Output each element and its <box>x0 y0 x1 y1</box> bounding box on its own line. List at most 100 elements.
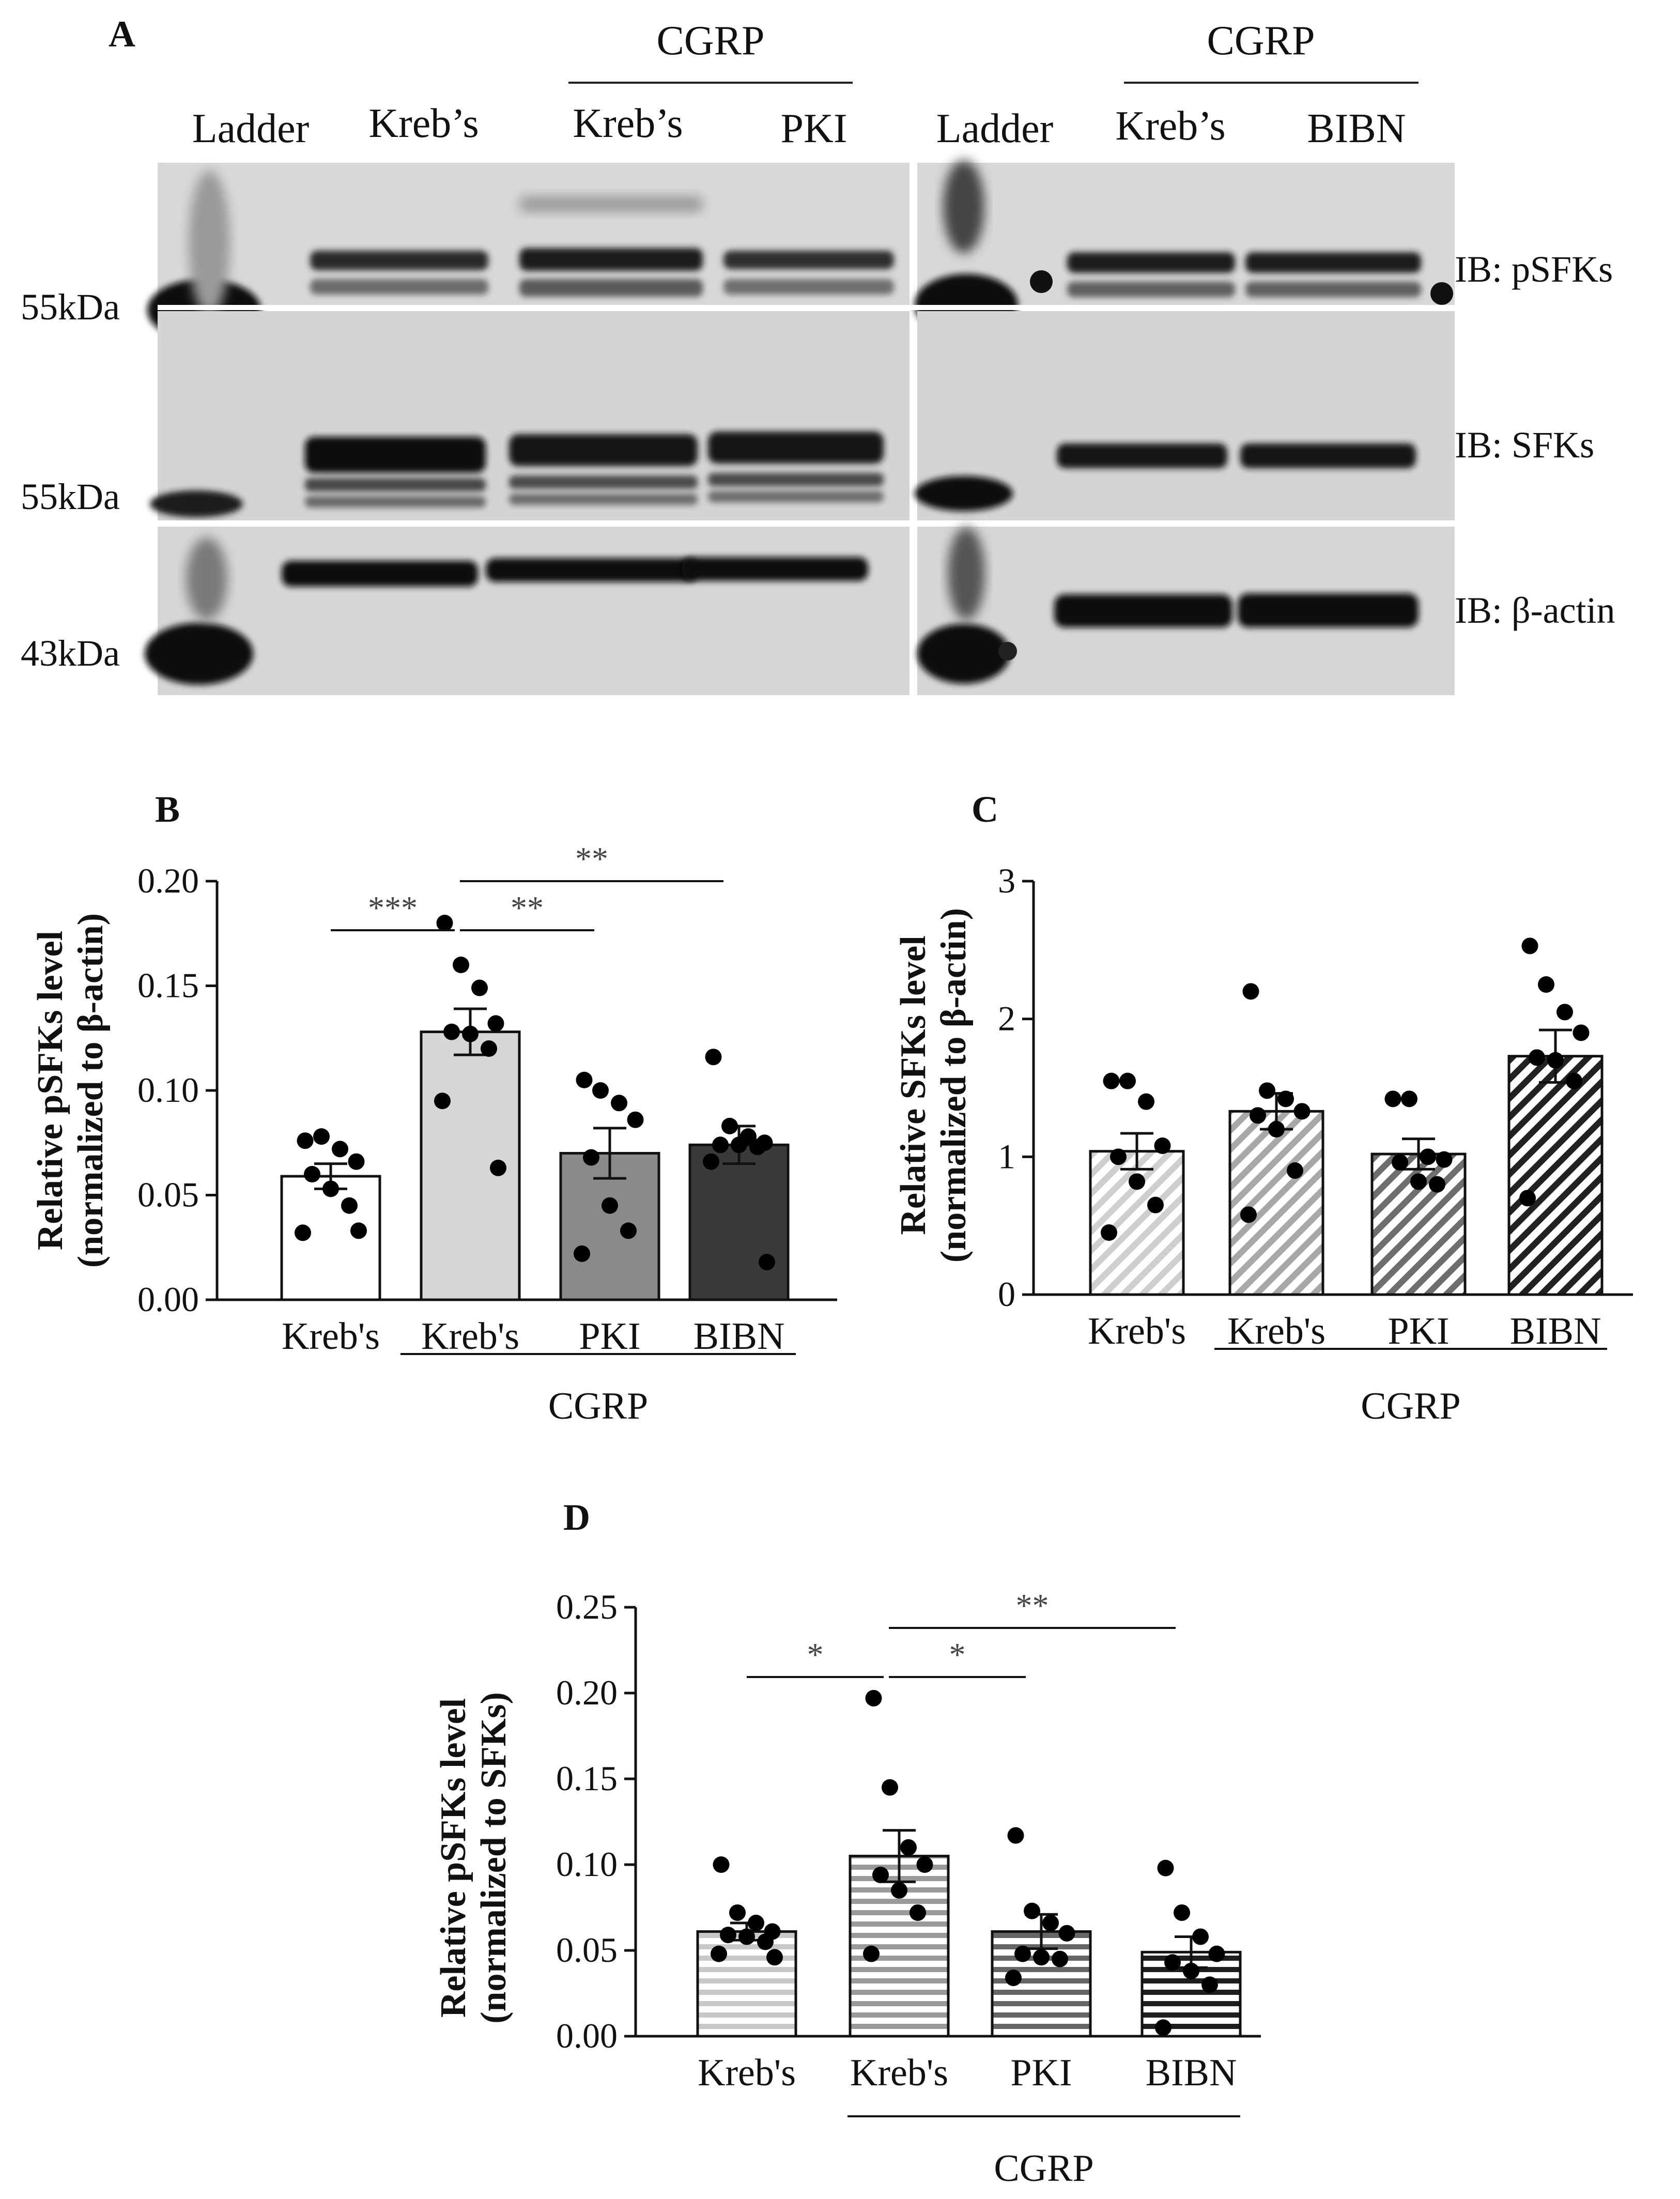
data-point <box>627 1111 644 1128</box>
panel-b-ylabel-line2: (normalized to β-actin) <box>71 913 111 1268</box>
data-point <box>1293 1103 1311 1120</box>
ib-label-SFKs: IB: SFKs <box>1455 424 1594 466</box>
data-point <box>1052 1950 1068 1967</box>
data-point <box>1573 1024 1590 1041</box>
lane-ladder-right: Ladder <box>936 106 1054 151</box>
data-point <box>748 1914 764 1931</box>
panel-c-ylabel-line1: Relative SFKs level <box>893 935 933 1235</box>
panel-b-letter: B <box>155 789 180 830</box>
y-tick-label: 0.20 <box>556 1673 618 1712</box>
lane-krebs-left: Kreb’s <box>368 101 479 146</box>
data-point <box>1401 1090 1417 1108</box>
data-point <box>1268 1121 1285 1137</box>
data-point <box>1014 1945 1031 1962</box>
bar <box>688 1143 790 1301</box>
data-point <box>757 1933 774 1950</box>
data-point <box>620 1222 637 1239</box>
panel-b-plot: 0.00 0.05 0.10 0.15 0.20 Kreb's Kreb's PKI BIBN C… <box>137 840 837 1427</box>
data-point <box>891 1882 907 1899</box>
y-tick-label: 0.05 <box>137 1175 199 1214</box>
data-point <box>1392 1154 1408 1171</box>
data-point <box>1164 1954 1181 1971</box>
lane-cgrp-krebs-left: Kreb’s <box>573 101 683 146</box>
panel-c-ylabel-line2: (normalized to β-actin) <box>934 908 974 1263</box>
ib-label-pSFKs: IB: pSFKs <box>1455 249 1613 290</box>
data-point <box>1538 976 1554 993</box>
data-point <box>1519 1190 1536 1207</box>
data-point <box>436 915 453 931</box>
data-point <box>863 1945 880 1962</box>
data-point <box>766 1949 783 1966</box>
data-point <box>1138 1093 1154 1110</box>
x-category-label: Kreb's <box>282 1315 380 1358</box>
data-point <box>313 1128 330 1145</box>
data-point <box>865 1689 882 1706</box>
data-point <box>574 1245 590 1262</box>
data-point <box>443 1023 460 1040</box>
data-point <box>348 1153 365 1170</box>
data-point <box>1103 1072 1120 1089</box>
data-point <box>487 1015 504 1032</box>
blot-SFKs <box>150 311 1455 520</box>
data-point <box>1174 1904 1190 1921</box>
cgrp-header-right: CGRP <box>1207 18 1315 64</box>
data-point <box>611 1095 627 1112</box>
data-point <box>712 1136 729 1154</box>
data-point <box>1042 1914 1059 1931</box>
data-point <box>1529 1049 1545 1066</box>
data-point <box>453 957 469 973</box>
y-tick-label: 0.05 <box>556 1930 618 1970</box>
data-point <box>304 1166 320 1182</box>
significance-stars: *** <box>368 889 418 926</box>
data-point <box>1201 1976 1218 1993</box>
cgrp-header-left: CGRP <box>657 18 765 64</box>
data-point <box>1259 1082 1275 1099</box>
data-point <box>1157 1859 1174 1877</box>
x-category-label: Kreb's <box>850 2052 948 2094</box>
panel-d: D Relative pSFKs level (normalized to SF… <box>434 1497 1261 2190</box>
x-category-label: PKI <box>1010 2052 1072 2094</box>
panel-c-ylabel: Relative SFKs level (normalized to β-act… <box>893 908 974 1263</box>
data-point <box>1110 1148 1127 1165</box>
lane-cgrp-krebs-right: Kreb’s <box>1115 103 1225 149</box>
data-point <box>1420 1148 1436 1165</box>
significance-stars: ** <box>511 889 544 926</box>
data-point <box>295 1224 311 1241</box>
bar <box>1089 1150 1185 1296</box>
data-point <box>703 1153 719 1170</box>
x-category-label: Kreb's <box>1088 1310 1186 1352</box>
data-point <box>576 1071 593 1088</box>
lane-ladder-left: Ladder <box>192 106 310 151</box>
data-point <box>711 1945 727 1962</box>
data-point <box>490 1159 506 1176</box>
data-point <box>1058 1925 1075 1942</box>
x-category-label: PKI <box>1388 1310 1449 1352</box>
data-point <box>1384 1090 1401 1108</box>
data-point <box>1436 1151 1453 1168</box>
data-point <box>1192 1928 1209 1945</box>
lane-cgrp-bibn: BIBN <box>1307 106 1406 151</box>
panel-a: A CGRP CGRP Ladder Kreb’s Kreb’s PKI Lad… <box>21 13 1615 695</box>
data-point <box>1429 1176 1445 1193</box>
y-tick-label: 0.15 <box>137 966 199 1005</box>
data-point <box>1556 1004 1573 1021</box>
data-point <box>1007 1827 1024 1844</box>
data-point <box>583 1149 599 1166</box>
data-point <box>332 1141 348 1158</box>
panel-d-ylabel-line2: (normalized to SFKs) <box>474 1692 514 2024</box>
panel-d-letter: D <box>563 1497 590 1538</box>
data-point <box>1033 1949 1050 1966</box>
y-tick-label: 0.00 <box>137 1280 199 1319</box>
data-point <box>1005 1970 1022 1987</box>
bar <box>1507 1055 1604 1296</box>
y-tick-label: 0.10 <box>556 1844 618 1884</box>
data-point <box>720 1927 736 1944</box>
data-point <box>462 1025 479 1042</box>
x-category-label: BIBN <box>1510 1310 1601 1352</box>
data-point <box>872 1866 889 1883</box>
data-point <box>731 1136 747 1154</box>
panel-b-ylabel-line1: Relative pSFKs level <box>30 931 70 1250</box>
data-point <box>1547 1052 1564 1069</box>
significance-stars: ** <box>1016 1587 1049 1624</box>
